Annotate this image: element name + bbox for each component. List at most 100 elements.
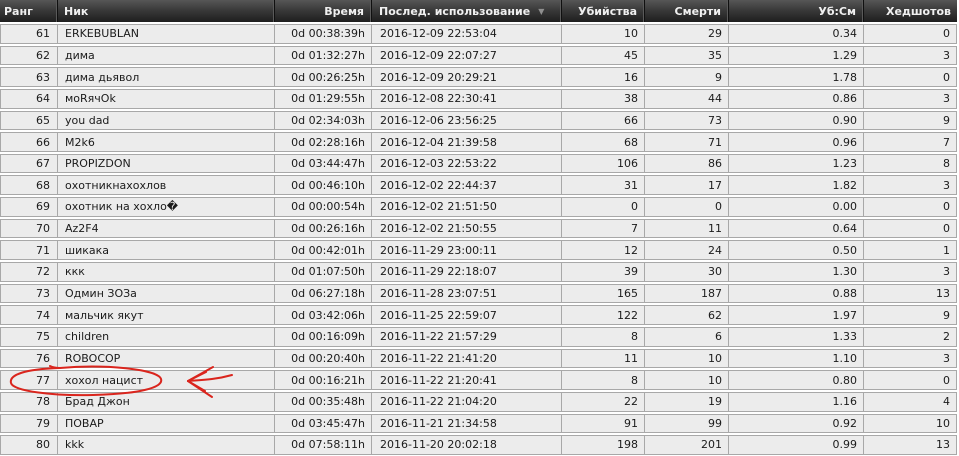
cell-ratio: 0.92: [728, 414, 863, 433]
cell-headshots: 13: [863, 436, 956, 454]
cell-deaths: 10: [644, 349, 728, 368]
cell-last_use: 2016-12-09 22:07:27: [371, 46, 561, 65]
cell-last_use: 2016-11-28 23:07:51: [371, 284, 561, 303]
cell-last_use: 2016-12-02 21:51:50: [371, 198, 561, 216]
cell-rank: 69: [36, 200, 50, 214]
cell-nick: Брад Джон: [57, 392, 274, 411]
table-row: 65 you dad 0d 02:34:03h 2016-12-06 23:56:25…: [0, 110, 957, 131]
cell-deaths: 35: [644, 46, 728, 65]
cell-nick: дима дьявол: [57, 68, 274, 86]
table-row: 67 PROPIZDON 0d 03:44:47h 2016-12-03 22:53:…: [0, 153, 957, 174]
column-header-label: Послед. использование: [379, 4, 531, 18]
cell-deaths: 6: [644, 327, 728, 346]
cell-rank: 78: [36, 395, 50, 409]
column-header-last_use[interactable]: Послед. использование ▼: [370, 0, 560, 22]
table-row: 79 ПОВАР 0d 03:45:47h 2016-11-21 21:34:58 91…: [0, 413, 957, 434]
table-row: 78 Брад Джон 0d 00:35:48h 2016-11-22 21:04:…: [0, 391, 957, 412]
cell-time: 0d 00:20:40h: [274, 349, 371, 368]
cell-rank: 61: [36, 27, 50, 41]
cell-last_use: 2016-11-25 22:59:07: [371, 306, 561, 324]
cell-deaths: 0: [644, 198, 728, 216]
column-header-kills[interactable]: Убийства: [560, 0, 643, 22]
cell-rank: 76: [36, 351, 50, 365]
cell-last_use: 2016-12-08 22:30:41: [371, 89, 561, 108]
column-header-deaths[interactable]: Смерти: [643, 0, 727, 22]
cell-time: 0d 00:16:21h: [274, 371, 371, 389]
cell-deaths: 187: [644, 284, 728, 303]
table-row: 69 охотник на хохло� 0d 00:00:54h 2016-12-0…: [0, 197, 957, 217]
cell-nick: шикака: [57, 241, 274, 260]
cell-ratio: 0.50: [728, 241, 863, 260]
cell-rank: 62: [36, 48, 50, 62]
cell-headshots: 3: [863, 263, 956, 281]
cell-time: 0d 06:27:18h: [274, 284, 371, 303]
cell-deaths: 201: [644, 436, 728, 454]
cell-rank: 73: [36, 287, 50, 300]
table-body: 61 ERKEBUBLAN 0d 00:38:39h 2016-12-09 22:53…: [0, 24, 957, 455]
cell-deaths: 99: [644, 414, 728, 433]
table-row: 76 ROBOCOP 0d 00:20:40h 2016-11-22 21:41:20…: [0, 348, 957, 369]
cell-time: 0d 02:28:16h: [274, 133, 371, 151]
table-header-row: Ранг Ник Время Послед. использование ▼ Убийст…: [0, 0, 957, 22]
table-row: 71 шикака 0d 00:42:01h 2016-11-29 23:00:11 1…: [0, 240, 957, 261]
table-row: 75 children 0d 00:16:09h 2016-11-22 21:57:2…: [0, 326, 957, 347]
cell-last_use: 2016-11-20 20:02:18: [371, 436, 561, 454]
column-header-nick[interactable]: Ник: [56, 0, 273, 22]
column-header-label: Смерти: [674, 4, 721, 18]
cell-rank: 75: [36, 330, 50, 344]
cell-nick: ккк: [57, 263, 274, 281]
cell-ratio: 1.29: [728, 46, 863, 65]
cell-deaths: 9: [644, 68, 728, 86]
cell-last_use: 2016-11-29 22:18:07: [371, 263, 561, 281]
table-row: 77 хохол нацист 0d 00:16:21h 2016-11-22 21:…: [0, 370, 957, 390]
cell-nick: PROPIZDON: [57, 154, 274, 173]
cell-headshots: 2: [863, 327, 956, 346]
cell-headshots: 4: [863, 392, 956, 411]
cell-nick: хохол нацист: [57, 371, 274, 389]
cell-kills: 0: [561, 198, 644, 216]
column-header-label: Время: [324, 4, 364, 18]
cell-headshots: 0: [863, 198, 956, 216]
cell-nick: ERKEBUBLAN: [57, 25, 274, 43]
cell-nick: дима: [57, 46, 274, 65]
cell-kills: 165: [561, 284, 644, 303]
cell-nick: охотникнахохлов: [57, 176, 274, 195]
cell-kills: 31: [561, 176, 644, 195]
table-row: 66 M2k6 0d 02:28:16h 2016-12-04 21:39:58 68 7…: [0, 132, 957, 152]
cell-kills: 8: [561, 327, 644, 346]
cell-ratio: 1.97: [728, 306, 863, 324]
cell-time: 0d 00:35:48h: [274, 392, 371, 411]
column-header-rank[interactable]: Ранг: [0, 0, 56, 22]
cell-rank: 79: [36, 416, 50, 430]
cell-ratio: 0.00: [728, 198, 863, 216]
cell-kills: 12: [561, 241, 644, 260]
column-header-ratio[interactable]: Уб:См: [727, 0, 862, 22]
cell-kills: 198: [561, 436, 644, 454]
column-header-time[interactable]: Время: [273, 0, 370, 22]
table-row: 68 охотникнахохлов 0d 00:46:10h 2016-12-02 …: [0, 175, 957, 196]
cell-last_use: 2016-12-06 23:56:25: [371, 111, 561, 130]
column-header-label: Уб:См: [818, 4, 856, 18]
cell-kills: 10: [561, 25, 644, 43]
cell-nick: охотник на хохло�: [57, 198, 274, 216]
cell-kills: 22: [561, 392, 644, 411]
cell-time: 0d 00:00:54h: [274, 198, 371, 216]
cell-headshots: 0: [863, 25, 956, 43]
cell-nick: you dad: [57, 111, 274, 130]
table-row: 73 Одмин ЗОЗа 0d 06:27:18h 2016-11-28 23:07…: [0, 283, 957, 304]
cell-time: 0d 00:46:10h: [274, 176, 371, 195]
cell-last_use: 2016-12-09 22:53:04: [371, 25, 561, 43]
cell-time: 0d 00:26:16h: [274, 219, 371, 238]
cell-deaths: 62: [644, 306, 728, 324]
cell-last_use: 2016-12-04 21:39:58: [371, 133, 561, 151]
cell-headshots: 9: [863, 111, 956, 130]
table-row: 74 мальчик якут 0d 03:42:06h 2016-11-25 22:…: [0, 305, 957, 325]
cell-kills: 39: [561, 263, 644, 281]
cell-ratio: 0.99: [728, 436, 863, 454]
column-header-headshots[interactable]: Хедшотов: [862, 0, 957, 22]
cell-kills: 16: [561, 68, 644, 86]
cell-last_use: 2016-11-22 21:41:20: [371, 349, 561, 368]
cell-headshots: 3: [863, 46, 956, 65]
cell-headshots: 3: [863, 176, 956, 195]
